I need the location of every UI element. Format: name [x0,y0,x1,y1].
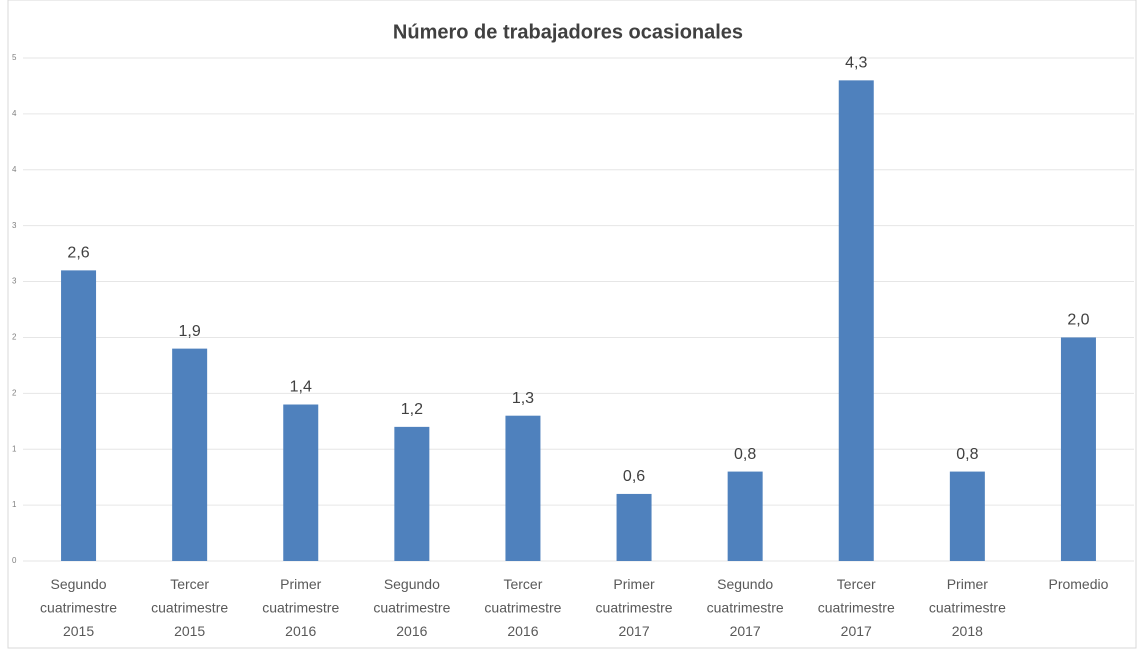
data-label: 0,8 [734,446,756,463]
bar [1060,337,1096,561]
x-tick-label: Primer cuatrimestre 2017 [596,576,673,639]
x-tick-label: Primer cuatrimestre 2016 [262,576,339,639]
bar [505,415,541,561]
y-tick-label: 5 [12,53,17,62]
y-tick-label: 3 [12,221,17,230]
y-tick-label: 0 [12,556,17,565]
bar [727,471,763,561]
x-tick-label: Tercer cuatrimestre 2017 [818,576,895,639]
data-label: 1,3 [512,390,534,407]
bar [61,270,97,561]
x-tick-label: Primer cuatrimestre 2018 [929,576,1006,639]
data-label: 0,8 [956,446,978,463]
bar [283,404,319,561]
x-tick-label: Segundo cuatrimestre 2017 [707,576,784,639]
y-tick-label: 3 [12,277,17,286]
x-tick-label: Tercer cuatrimestre 2015 [151,576,228,639]
chart-title: Número de trabajadores ocasionales [393,21,743,43]
data-label: 2,6 [67,245,89,262]
bar [838,80,874,561]
bar [172,348,208,561]
x-tick-label: Segundo cuatrimestre 2015 [40,576,117,639]
data-label: 1,4 [290,379,312,396]
y-tick-label: 4 [12,165,17,174]
x-tick-label: Promedio [1048,576,1108,592]
data-label: 1,9 [179,323,201,340]
y-tick-label: 2 [12,333,17,342]
data-label: 0,6 [623,468,645,485]
bar [394,426,430,561]
chart-border [7,0,1137,649]
y-tick-label: 1 [12,444,17,453]
bar [616,493,652,561]
y-tick-label: 4 [12,109,17,118]
x-tick-label: Segundo cuatrimestre 2016 [373,576,450,639]
data-label: 1,2 [401,401,423,418]
x-tick-label: Tercer cuatrimestre 2016 [484,576,561,639]
data-label: 2,0 [1067,312,1089,329]
y-tick-label: 1 [12,500,17,509]
data-label: 4,3 [845,55,867,72]
bar [949,471,985,561]
y-tick-label: 2 [12,388,17,397]
